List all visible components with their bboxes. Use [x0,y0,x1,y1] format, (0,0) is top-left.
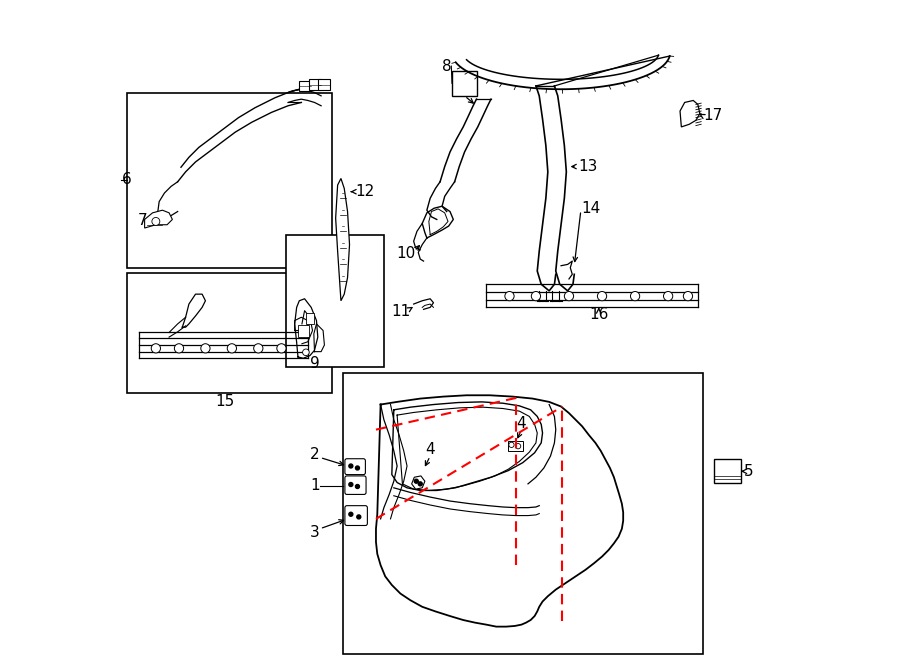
Circle shape [531,292,541,301]
Bar [318,79,329,90]
Text: 16: 16 [589,307,608,322]
Circle shape [152,217,160,225]
Circle shape [356,485,359,488]
Text: 9: 9 [310,356,320,371]
Bar [310,79,321,90]
FancyBboxPatch shape [345,506,367,525]
Circle shape [508,442,514,447]
Bar [128,93,332,268]
Circle shape [175,344,184,353]
Circle shape [227,344,237,353]
Polygon shape [411,476,425,489]
Text: 15: 15 [216,394,235,408]
Bar [298,325,309,337]
Bar [508,441,523,451]
Bar [286,235,384,367]
Text: 8: 8 [442,59,451,73]
Circle shape [349,512,353,516]
Text: 2: 2 [310,447,320,462]
Circle shape [663,292,673,301]
Polygon shape [336,178,349,301]
Text: 7: 7 [138,213,148,227]
Text: 14: 14 [580,201,600,215]
Circle shape [356,466,359,470]
Polygon shape [145,210,173,228]
Text: 1: 1 [310,479,320,493]
Circle shape [418,482,422,486]
Circle shape [151,344,160,353]
Text: 6: 6 [122,173,131,187]
Circle shape [683,292,693,301]
Polygon shape [680,100,700,127]
Circle shape [598,292,607,301]
Bar [452,71,477,96]
Text: 3: 3 [310,525,320,539]
Circle shape [631,292,640,301]
FancyBboxPatch shape [345,476,366,494]
Circle shape [564,292,573,301]
Text: 4: 4 [517,416,526,430]
Circle shape [505,292,514,301]
Text: 4: 4 [426,442,435,457]
Text: 5: 5 [744,464,754,479]
Text: 13: 13 [578,159,598,174]
Circle shape [516,444,521,449]
Circle shape [356,515,361,519]
Circle shape [414,479,418,483]
Circle shape [302,349,310,356]
Circle shape [349,464,353,468]
Text: 12: 12 [356,184,374,199]
Bar [128,273,332,393]
Bar [300,81,311,91]
Bar [343,373,703,654]
Circle shape [349,483,353,486]
Circle shape [201,344,210,353]
Bar [306,313,314,324]
Circle shape [277,344,286,353]
Circle shape [254,344,263,353]
Text: 10: 10 [396,246,416,260]
Text: 11: 11 [392,305,410,319]
Text: 17: 17 [703,108,723,123]
Bar [715,459,741,483]
FancyBboxPatch shape [345,459,365,475]
